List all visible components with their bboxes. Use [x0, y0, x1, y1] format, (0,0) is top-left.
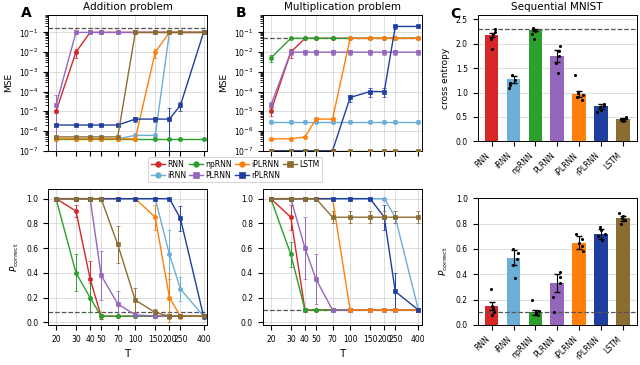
- Point: [486, 36, 496, 42]
- Title: Multiplication problem: Multiplication problem: [284, 3, 401, 12]
- Text: B: B: [236, 7, 246, 20]
- Point: [488, 309, 499, 315]
- Point: [618, 213, 628, 219]
- X-axis label: T: T: [339, 349, 346, 359]
- Point: [531, 309, 541, 315]
- Bar: [594, 234, 608, 325]
- Point: [615, 118, 625, 124]
- Point: [554, 274, 564, 280]
- Y-axis label: cross entropy: cross entropy: [441, 47, 451, 108]
- Y-axis label: $P_\mathrm{correct}$: $P_\mathrm{correct}$: [438, 247, 451, 276]
- Point: [600, 231, 610, 237]
- Point: [615, 117, 625, 123]
- Bar: [550, 56, 564, 141]
- Point: [574, 90, 584, 96]
- Point: [533, 25, 543, 31]
- Bar: [616, 219, 630, 325]
- Bar: [529, 312, 542, 325]
- Y-axis label: $P_\mathrm{correct}$: $P_\mathrm{correct}$: [8, 242, 20, 272]
- Point: [596, 227, 606, 233]
- Point: [577, 95, 587, 100]
- Point: [593, 233, 603, 239]
- Y-axis label: MSE: MSE: [219, 73, 228, 92]
- Bar: [507, 258, 520, 325]
- Point: [598, 104, 609, 110]
- Point: [616, 220, 626, 226]
- Point: [506, 80, 516, 86]
- X-axis label: T: T: [124, 349, 131, 359]
- Point: [621, 116, 631, 122]
- Point: [594, 101, 604, 107]
- Point: [614, 114, 625, 120]
- Point: [597, 237, 607, 243]
- Point: [594, 103, 604, 109]
- Point: [505, 73, 515, 78]
- Point: [513, 250, 523, 256]
- Point: [548, 294, 558, 300]
- Bar: [507, 79, 520, 141]
- Bar: [594, 106, 608, 141]
- Bar: [616, 119, 630, 141]
- Title: Sequential MNIST: Sequential MNIST: [511, 3, 603, 12]
- Point: [534, 26, 544, 32]
- Bar: [485, 35, 499, 141]
- Point: [531, 311, 541, 316]
- Point: [487, 303, 497, 309]
- Point: [487, 312, 497, 318]
- Point: [552, 43, 562, 49]
- Point: [577, 236, 587, 242]
- Point: [533, 312, 543, 318]
- Point: [555, 280, 565, 286]
- Point: [616, 115, 627, 121]
- Point: [532, 31, 543, 37]
- Point: [596, 107, 607, 112]
- Bar: [572, 242, 586, 325]
- Point: [509, 275, 520, 281]
- Point: [577, 73, 587, 78]
- Point: [505, 82, 515, 88]
- Bar: [572, 94, 586, 141]
- Point: [548, 309, 559, 315]
- Point: [488, 306, 498, 311]
- Point: [618, 216, 628, 222]
- Point: [548, 70, 559, 76]
- Point: [532, 28, 542, 34]
- Point: [508, 262, 518, 268]
- Point: [577, 243, 587, 249]
- Legend: RNN, iRNN, npRNN, PLRNN, iPLRNN, rPLRNN, LSTM: RNN, iRNN, npRNN, PLRNN, iPLRNN, rPLRNN,…: [148, 157, 322, 182]
- Point: [486, 29, 497, 35]
- Point: [550, 60, 560, 66]
- Point: [504, 85, 515, 91]
- Point: [595, 224, 605, 230]
- Point: [552, 48, 563, 54]
- Point: [571, 231, 581, 237]
- Point: [578, 249, 588, 254]
- Point: [491, 46, 501, 51]
- Point: [534, 308, 544, 314]
- Bar: [550, 283, 564, 325]
- Point: [551, 53, 561, 59]
- Point: [614, 211, 624, 216]
- Point: [510, 77, 520, 83]
- Point: [527, 36, 538, 42]
- Point: [486, 287, 496, 292]
- Point: [571, 97, 581, 103]
- Text: A: A: [21, 7, 32, 20]
- Point: [485, 31, 495, 37]
- Title: Addition problem: Addition problem: [83, 3, 173, 12]
- Point: [556, 269, 566, 274]
- Bar: [485, 306, 499, 325]
- Text: C: C: [451, 7, 461, 21]
- Point: [489, 26, 499, 32]
- Point: [573, 92, 583, 98]
- Point: [527, 297, 537, 303]
- Y-axis label: MSE: MSE: [4, 73, 13, 92]
- Point: [508, 246, 518, 252]
- Bar: [529, 30, 542, 141]
- Point: [595, 109, 605, 115]
- Point: [512, 256, 522, 262]
- Point: [573, 239, 584, 245]
- Point: [620, 217, 630, 223]
